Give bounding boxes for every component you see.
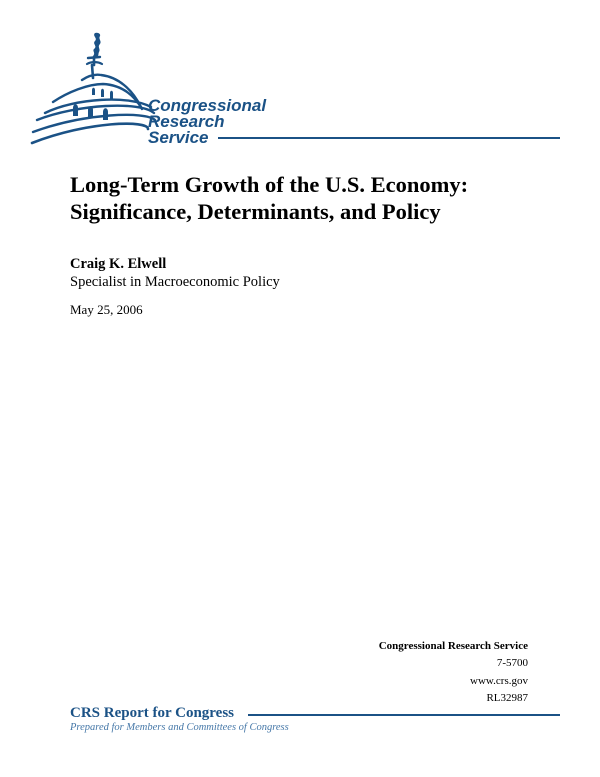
svg-text:Service: Service: [148, 128, 209, 147]
